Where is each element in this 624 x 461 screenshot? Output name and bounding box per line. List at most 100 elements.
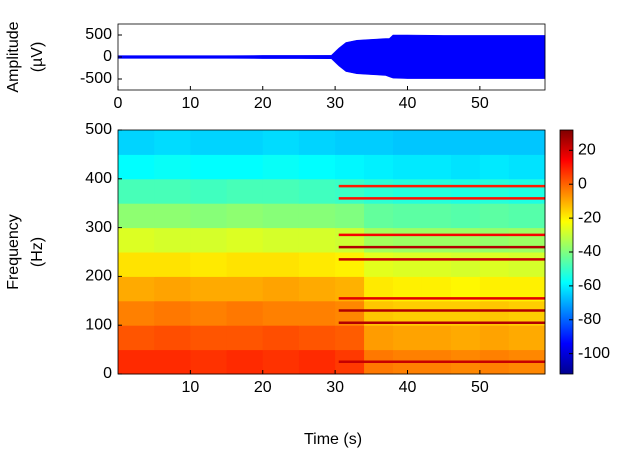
heatmap-cell: [190, 203, 228, 229]
heatmap-cell: [226, 300, 264, 326]
heatmap-cell: [335, 203, 365, 229]
heatmap-cell: [154, 203, 191, 229]
heatmap-cell: [508, 325, 546, 351]
heatmap-cell: [298, 227, 336, 253]
heatmap-cell: [298, 276, 336, 302]
heatmap-cell: [298, 349, 336, 375]
y-tick-label: -500: [80, 70, 112, 87]
heatmap-cell: [154, 227, 191, 253]
heatmap-cell: [298, 178, 336, 204]
x-tick-label: 30: [326, 95, 344, 112]
heatmap-cell: [262, 178, 300, 204]
heatmap-cell: [298, 130, 336, 155]
heatmap-cell: [118, 130, 155, 155]
heatmap-cell: [262, 300, 300, 326]
heatmap-cell: [118, 203, 155, 229]
heatmap-cell: [393, 227, 423, 253]
plot-frame: [117, 129, 546, 375]
heatmap-cell: [393, 178, 423, 204]
heatmap-cell: [298, 203, 336, 229]
colorbar-tick-label: -80: [578, 311, 601, 328]
y-axis-label: Frequency: [5, 214, 22, 290]
heatmap-cell: [226, 130, 264, 155]
heatmap-cell: [262, 203, 300, 229]
x-tick-label: 20: [254, 379, 272, 396]
heatmap-cell: [226, 154, 264, 180]
y-tick-label: 200: [85, 268, 112, 285]
heatmap-cell: [508, 252, 546, 277]
y-tick-label: 100: [85, 316, 112, 333]
heatmap-cell: [226, 349, 264, 375]
heatmap-cell: [298, 300, 336, 326]
x-tick-label: 50: [471, 95, 489, 112]
heatmap-cell: [335, 252, 365, 277]
heatmap-cell: [450, 178, 481, 204]
x-tick-label: 30: [326, 379, 344, 396]
heatmap-cell: [262, 130, 300, 155]
y-tick-label: 300: [85, 219, 112, 236]
heatmap-cell: [154, 325, 191, 351]
heatmap-cell: [262, 349, 300, 375]
heatmap-cell: [118, 300, 155, 326]
heatmap-cell: [450, 130, 481, 155]
heatmap-cell: [364, 154, 394, 180]
heatmap-cell: [298, 154, 336, 180]
x-axis-label: Time (s): [304, 431, 362, 448]
heatmap-cell: [190, 325, 228, 351]
heatmap-cell: [154, 252, 191, 277]
heatmap-cell: [154, 178, 191, 204]
heatmap-cell: [262, 252, 300, 277]
heatmap-cell: [421, 130, 452, 155]
colorbar-tick-label: -20: [578, 209, 601, 226]
heatmap-cell: [508, 178, 546, 204]
heatmap-cell: [154, 276, 191, 302]
heatmap-cell: [335, 325, 365, 351]
colorbar-tick-label: -60: [578, 277, 601, 294]
heatmap-cell: [421, 227, 452, 253]
x-tick-label: 10: [181, 379, 199, 396]
x-tick-label: 40: [399, 95, 417, 112]
heatmap-cell: [479, 252, 510, 277]
heatmap-cell: [393, 252, 423, 277]
heatmap-cell: [154, 300, 191, 326]
heatmap-cell: [450, 325, 481, 351]
heatmap-cell: [190, 252, 228, 277]
amplitude-area: [117, 34, 546, 58]
heatmap-cell: [262, 276, 300, 302]
x-tick-label: 40: [399, 379, 417, 396]
heatmap-cell: [118, 252, 155, 277]
heatmap-cell: [479, 203, 510, 229]
heatmap-cell: [421, 154, 452, 180]
heatmap-cell: [262, 154, 300, 180]
x-tick-label: 20: [254, 95, 272, 112]
heatmap-cell: [298, 325, 336, 351]
heatmap-cell: [118, 227, 155, 253]
heatmap-cell: [335, 130, 365, 155]
y-tick-label: 0: [103, 365, 112, 382]
heatmap-cell: [479, 178, 510, 204]
colorbar-tick-label: -40: [578, 243, 601, 260]
colorbar-tick-label: -100: [578, 345, 610, 362]
heatmap-cell: [335, 178, 365, 204]
heatmap-cell: [226, 178, 264, 204]
y-tick-label: 500: [85, 121, 112, 138]
heatmap-cell: [118, 276, 155, 302]
y-tick-label: 400: [85, 170, 112, 187]
heatmap-cell: [508, 154, 546, 180]
heatmap-cell: [190, 154, 228, 180]
x-tick-label: 10: [181, 95, 199, 112]
heatmap-cell: [298, 252, 336, 277]
heatmap-cell: [154, 154, 191, 180]
heatmap-cell: [364, 325, 394, 351]
heatmap-cell: [479, 130, 510, 155]
heatmap-cell: [364, 178, 394, 204]
heatmap-cell: [226, 276, 264, 302]
x-tick-label: 50: [471, 379, 489, 396]
y-tick-label: 500: [85, 26, 112, 43]
colorbar-tick-label: 0: [578, 175, 587, 192]
heatmap-cell: [335, 154, 365, 180]
heatmap-cell: [226, 203, 264, 229]
heatmap-cell: [118, 325, 155, 351]
